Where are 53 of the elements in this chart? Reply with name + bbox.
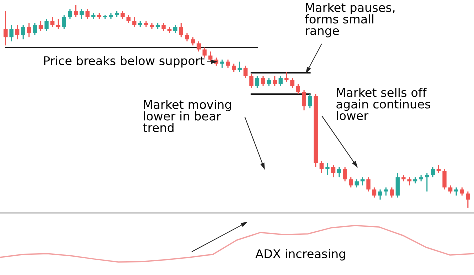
candlestick bbox=[425, 172, 430, 192]
candlestick bbox=[38, 20, 44, 32]
candlestick bbox=[332, 164, 336, 178]
annotation: Market sells off again continues lower bbox=[336, 88, 430, 120]
candlestick bbox=[290, 78, 295, 89]
candlestick bbox=[208, 51, 213, 62]
candlestick bbox=[74, 4, 78, 18]
candlestick bbox=[132, 16, 137, 28]
candlestick bbox=[430, 166, 436, 178]
candlestick bbox=[278, 76, 283, 87]
candlestick bbox=[308, 94, 312, 110]
candlestick bbox=[179, 22, 184, 38]
candlestick bbox=[284, 71, 289, 83]
candlestick bbox=[50, 16, 55, 28]
candlestick bbox=[255, 76, 260, 89]
candlestick bbox=[86, 8, 90, 20]
candlestick bbox=[68, 8, 72, 20]
candlestick bbox=[296, 84, 300, 95]
annotation: Market moving lower in bear trend bbox=[143, 100, 232, 132]
candlestick bbox=[378, 189, 382, 200]
candlestick bbox=[16, 24, 20, 40]
candlestick bbox=[337, 166, 342, 178]
candlestick bbox=[202, 47, 207, 58]
candlestick bbox=[80, 8, 84, 20]
candlestick bbox=[261, 76, 266, 87]
candlestick bbox=[320, 160, 324, 174]
candlestick bbox=[21, 24, 26, 40]
candlestick bbox=[238, 61, 242, 73]
candlestick bbox=[372, 187, 377, 198]
candlestick bbox=[196, 41, 202, 52]
candlestick bbox=[44, 18, 49, 32]
annotation: ADX increasing bbox=[256, 249, 346, 261]
candlestick bbox=[384, 187, 388, 196]
candlestick bbox=[10, 24, 14, 42]
candlestick bbox=[4, 10, 8, 46]
candlestick bbox=[302, 90, 306, 112]
candlestick bbox=[466, 191, 470, 209]
candlestick bbox=[442, 168, 447, 190]
candlestick bbox=[326, 162, 330, 176]
candlestick bbox=[366, 176, 371, 192]
candlestick bbox=[390, 187, 394, 198]
candlestick bbox=[33, 22, 38, 36]
candlestick bbox=[349, 176, 354, 188]
annotation: Price breaks below support bbox=[44, 56, 205, 68]
candlestick bbox=[272, 76, 278, 87]
candlestick bbox=[56, 18, 61, 30]
candlestick bbox=[250, 74, 254, 89]
candlestick bbox=[396, 172, 400, 198]
candlestick bbox=[244, 65, 248, 79]
candlestick bbox=[62, 14, 66, 30]
candlestick bbox=[27, 22, 32, 38]
annotation: Market pauses, forms small range bbox=[305, 3, 395, 38]
candlestick bbox=[343, 166, 348, 182]
